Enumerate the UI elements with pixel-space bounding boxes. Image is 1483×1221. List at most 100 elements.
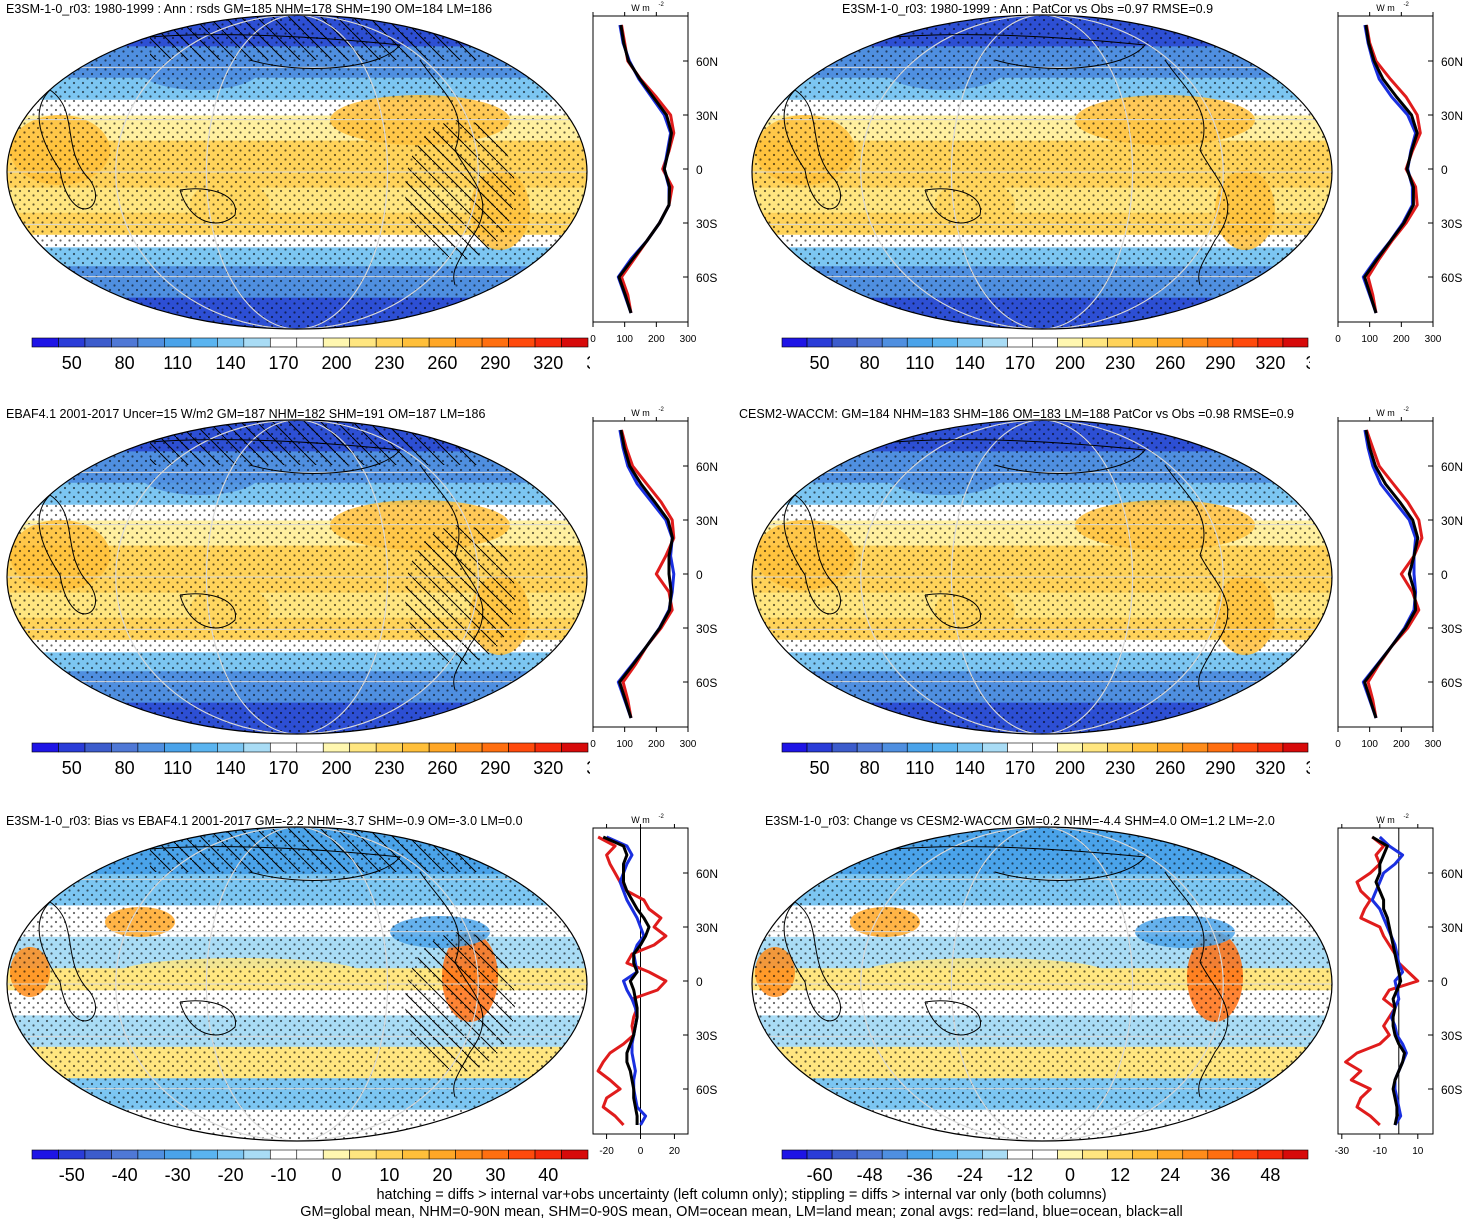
coastline — [179, 593, 236, 629]
zonal-unit: W m — [1376, 815, 1395, 825]
graticule-meridian — [205, 15, 389, 329]
y-tick-label: 30S — [1441, 622, 1462, 636]
colorbar-swatch — [349, 1149, 377, 1160]
x-tick-label: 200 — [648, 739, 665, 750]
x-tick-label: 100 — [1361, 739, 1378, 750]
graticule-meridian — [950, 827, 1134, 1141]
zonal-unit-exponent: -2 — [1404, 407, 1410, 413]
colorbar-swatch — [1132, 742, 1159, 753]
colorbar-swatch — [31, 337, 59, 348]
zonal-mean-plot: W m -2 0 100 200 300 60N 30N 0 30S 60S — [590, 407, 718, 750]
colorbar-swatch — [957, 1149, 983, 1160]
colorbar-tick-label: 80 — [115, 353, 135, 373]
x-tick-label: 0 — [590, 334, 596, 345]
colorbar-swatch — [84, 1149, 112, 1160]
colorbar-swatch — [1207, 337, 1234, 348]
colorbar-swatch — [561, 337, 589, 348]
colorbar-tick-label: 50 — [62, 353, 82, 373]
map-border — [751, 419, 1333, 735]
colorbar-swatch — [856, 1149, 883, 1160]
x-tick-label: 0 — [1335, 739, 1341, 750]
colorbar-swatch — [190, 742, 218, 753]
colorbar-tick-label: 50 — [62, 758, 82, 778]
colorbar-tick-label: -60 — [807, 1165, 833, 1185]
colorbar-tick-label: 170 — [1005, 758, 1035, 778]
colorbar-swatch — [190, 1149, 218, 1160]
y-tick-label: 60S — [1441, 271, 1462, 285]
colorbar-swatch — [296, 1149, 324, 1160]
colorbar-swatch — [137, 1149, 165, 1160]
x-tick-label: -30 — [1335, 1146, 1350, 1157]
colorbar-swatch — [1207, 742, 1234, 753]
colorbar-tick-label: 170 — [269, 758, 299, 778]
colorbar-swatch — [1257, 1149, 1284, 1160]
colorbar-swatch — [269, 742, 298, 753]
colorbar-swatch — [137, 742, 165, 753]
x-tick-label: 200 — [1393, 334, 1410, 345]
colorbar-tick-label: 10 — [379, 1165, 399, 1185]
coastline — [1164, 59, 1229, 286]
map-border — [6, 826, 588, 1142]
footer-line-2: GM=global mean, NHM=0-90N mean, SHM=0-90… — [300, 1204, 1183, 1220]
zonal-unit: W m — [631, 3, 650, 13]
y-tick-label: 0 — [1441, 975, 1448, 989]
colorbar-swatch — [349, 742, 377, 753]
map-border — [6, 14, 588, 330]
colorbar-tick-label: 290 — [1205, 353, 1235, 373]
x-tick-label: 100 — [616, 739, 633, 750]
colorbar-tick-label: 110 — [905, 353, 934, 373]
world-map — [6, 826, 588, 1142]
colorbar-swatch — [1007, 742, 1033, 753]
colorbar-tick-label: -12 — [1007, 1165, 1033, 1185]
x-tick-label: 100 — [616, 334, 633, 345]
colorbar-swatch — [481, 742, 509, 753]
y-tick-label: 30N — [1441, 921, 1463, 935]
colorbar-swatch — [1007, 337, 1033, 348]
colorbar-swatch — [906, 1149, 933, 1160]
colorbar-swatch — [1082, 742, 1108, 753]
colorbar-swatch — [1132, 1149, 1159, 1160]
colorbar-swatch — [217, 1149, 245, 1160]
colorbar-swatch — [1032, 337, 1058, 348]
coastline — [419, 871, 484, 1098]
colorbar-tick-label: -10 — [271, 1165, 297, 1185]
footer-line-1: hatching = diffs > internal var+obs unce… — [376, 1187, 1107, 1203]
zonal-unit: W m — [631, 815, 650, 825]
colorbar-swatch — [806, 1149, 833, 1160]
y-tick-label: 60N — [1441, 460, 1463, 474]
colorbar-swatch — [402, 742, 430, 753]
coastline — [179, 1000, 236, 1036]
colorbar-swatch — [931, 337, 958, 348]
colorbar-swatch — [375, 742, 403, 753]
panel-title: E3SM-1-0_r03: Change vs CESM2-WACCM GM=0… — [765, 814, 1275, 828]
colorbar-swatch — [402, 337, 430, 348]
world-map — [751, 826, 1333, 1142]
colorbar-swatch — [111, 337, 139, 348]
colorbar: 50 80 110 140 170 200 230 260 290 320 350 — [31, 337, 590, 373]
colorbar-tick-label: 260 — [1155, 758, 1185, 778]
colorbar-tick-label: 200 — [321, 758, 351, 778]
colorbar-swatch — [561, 742, 589, 753]
colorbar-swatch — [931, 742, 958, 753]
colorbar-tick-label: 230 — [1105, 353, 1135, 373]
coastline — [924, 188, 981, 224]
colorbar-swatch — [1182, 742, 1209, 753]
coastline — [783, 494, 841, 615]
colorbar-tick-label: 110 — [163, 353, 192, 373]
y-tick-label: 60N — [1441, 867, 1463, 881]
coastline — [119, 34, 401, 69]
hatching — [405, 120, 515, 260]
coastline — [38, 901, 96, 1022]
colorbar-swatch — [906, 742, 933, 753]
zonal-line-all — [618, 429, 674, 719]
zonal-line-land — [620, 24, 676, 314]
panel-rsds-patcor: E3SM-1-0_r03: 1980-1999 : Ann : PatCor v… — [745, 0, 1483, 400]
zonal-line-land — [620, 429, 676, 719]
colorbar-tick-label: -50 — [59, 1165, 85, 1185]
x-tick-label: 300 — [1425, 739, 1442, 750]
zonal-frame — [1337, 15, 1434, 323]
colorbar-swatch — [957, 337, 983, 348]
panel-title: E3SM-1-0_r03: Bias vs EBAF4.1 2001-2017 … — [6, 814, 523, 828]
panel-title: E3SM-1-0_r03: 1980-1999 : Ann : rsds GM=… — [6, 2, 493, 16]
y-tick-label: 60S — [696, 1083, 717, 1097]
